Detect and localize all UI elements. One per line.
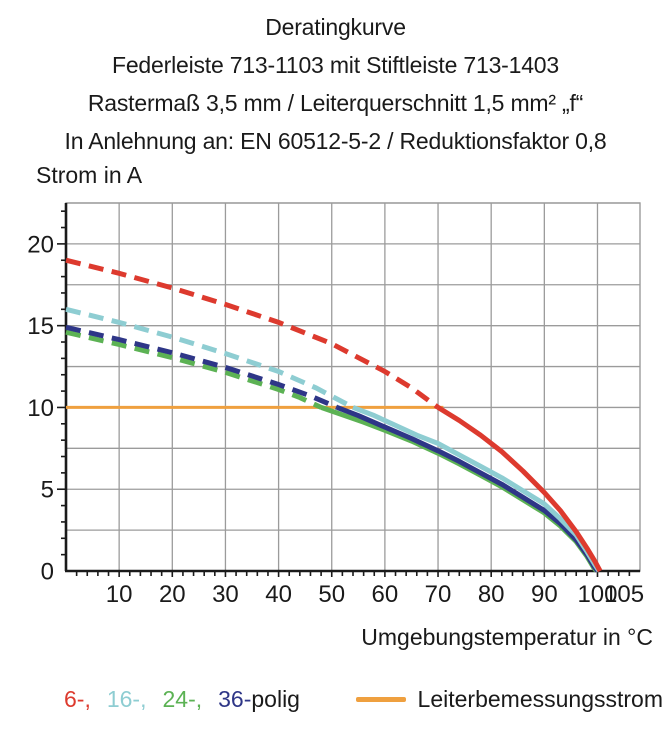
- x-tick-label: 100: [577, 581, 617, 608]
- series-solid-6-polig: [436, 405, 603, 573]
- legend-pole-item: polig: [251, 686, 300, 712]
- y-tick-label: 5: [41, 477, 54, 504]
- chart-title: Deratingkurve: [265, 14, 406, 40]
- y-tick-label: 10: [27, 395, 54, 422]
- x-tick-label: 20: [159, 581, 186, 608]
- chart-header: Deratingkurve Federleiste 713-1103 mit S…: [0, 8, 671, 160]
- x-axis-title: Umgebungstemperatur in °C: [361, 624, 653, 650]
- chart-subtitle-spec: Rastermaß 3,5 mm / Leiterquerschnitt 1,5…: [87, 90, 584, 116]
- y-axis-title: Strom in A: [36, 162, 143, 188]
- series-dashed-24-polig: [65, 329, 323, 410]
- legend-pole-item: 24-,: [162, 686, 203, 712]
- x-tick-label: 30: [212, 581, 239, 608]
- y-tick-label: 15: [27, 313, 54, 340]
- legend-pole-item: 16-,: [106, 686, 147, 712]
- x-tick-label: 90: [531, 581, 558, 608]
- series-dashed-6-polig: [65, 257, 440, 410]
- x-tick-label: 105: [604, 581, 644, 608]
- series-dashed-36-polig: [65, 324, 339, 410]
- legend-pole-item: 6-,: [64, 686, 91, 712]
- chart-subtitle-standard: In Anlehnung an: EN 60512-5-2 / Reduktio…: [64, 128, 607, 154]
- y-tick-label: 0: [41, 559, 54, 586]
- x-tick-label: 60: [372, 581, 399, 608]
- reference-label: Leiterbemessungsstrom: [417, 686, 663, 712]
- series-dashed-16-polig: [65, 306, 355, 410]
- reference-line-swatch: [355, 697, 406, 702]
- legend-reference: Leiterbemessungsstrom: [355, 686, 663, 713]
- x-tick-label: 80: [478, 581, 505, 608]
- x-tick-label: 50: [318, 581, 345, 608]
- legend-pole-item: 36-: [218, 686, 252, 712]
- chart-legend: 6-, 16-, 24-, 36-polig Leiterbemessungsstro…: [0, 686, 671, 716]
- x-tick-label: 70: [425, 581, 452, 608]
- x-tick-label: 40: [265, 581, 292, 608]
- y-tick-label: 20: [27, 231, 54, 258]
- legend-pole-counts: 6-, 16-, 24-, 36-polig: [64, 686, 300, 713]
- x-tick-label: 10: [106, 581, 133, 608]
- chart-subtitle-product: Federleiste 713-1103 mit Stiftleiste 713…: [111, 52, 559, 78]
